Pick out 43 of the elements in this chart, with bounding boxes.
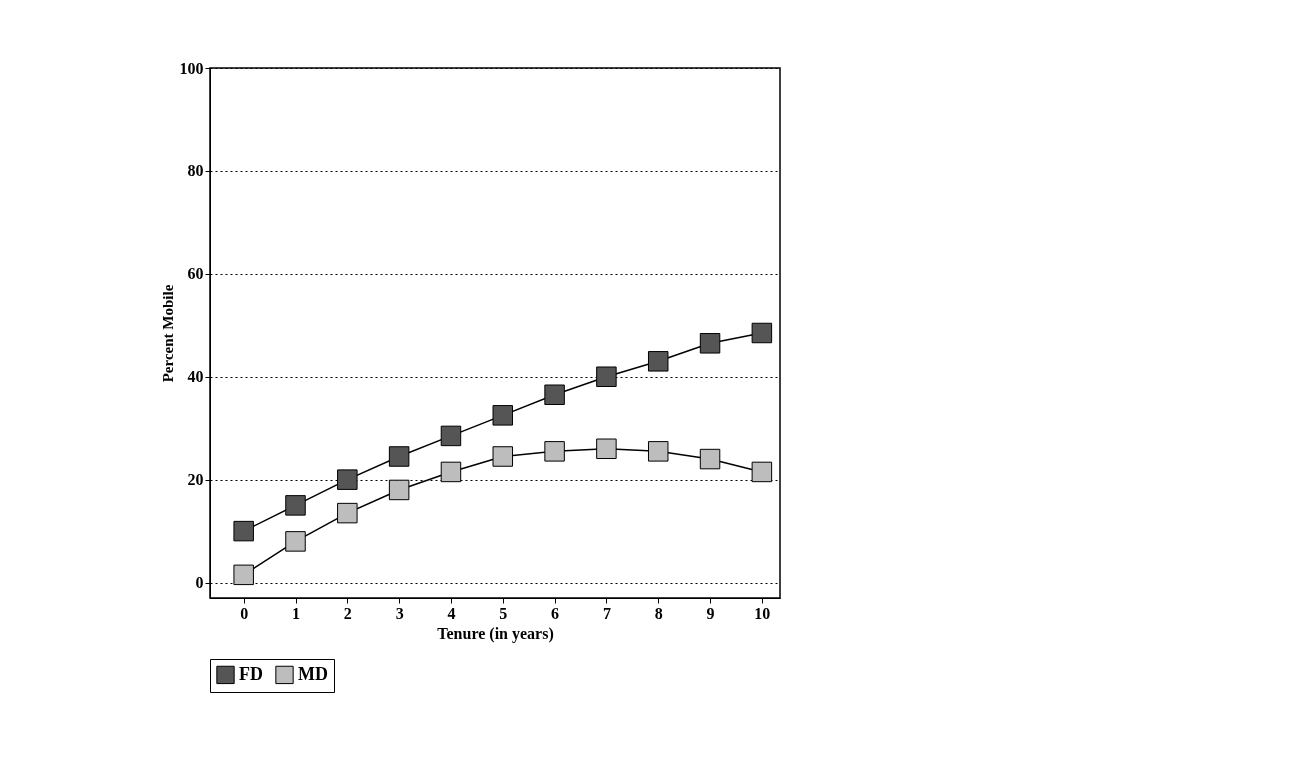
x-tick-label: 1	[292, 604, 300, 622]
x-tick-label: 2	[343, 604, 352, 622]
point	[492, 446, 514, 467]
x-axis-title: Tenure (in years)	[437, 624, 554, 643]
point	[285, 531, 306, 552]
point	[337, 469, 358, 490]
point	[233, 520, 254, 542]
point	[699, 448, 721, 470]
point	[751, 461, 773, 483]
point	[337, 502, 358, 524]
y-tick-label: 100	[179, 59, 204, 77]
x-tick-label: 3	[395, 604, 404, 622]
point	[596, 438, 617, 460]
point	[647, 441, 669, 462]
point	[388, 446, 410, 467]
point	[440, 425, 462, 447]
point	[751, 322, 773, 344]
x-tick-label: 10	[754, 604, 771, 622]
point	[388, 479, 410, 501]
point	[699, 333, 721, 354]
y-tick-label: 0	[195, 574, 204, 592]
x-tick-label: 7	[602, 604, 611, 622]
x-tick-label: 5	[499, 604, 508, 622]
y-tick-label: 60	[187, 265, 204, 283]
point	[596, 366, 617, 387]
y-tick-label: 20	[187, 471, 204, 489]
y-axis-title: Percent Mobile	[159, 284, 176, 383]
point	[233, 564, 254, 586]
point	[440, 461, 462, 483]
point	[544, 441, 565, 462]
y-tick-label: 80	[187, 162, 204, 180]
y-tick-label: 40	[187, 368, 204, 386]
x-tick-label: 8	[654, 604, 663, 622]
legend-label: FD	[239, 663, 263, 684]
x-tick-label: 9	[706, 604, 715, 622]
point	[647, 351, 669, 372]
x-tick-label: 0	[240, 604, 249, 622]
point	[492, 405, 514, 426]
x-tick-label: 6	[551, 604, 560, 622]
point	[285, 495, 306, 516]
legend-label: MD	[298, 663, 328, 684]
x-tick-label: 4	[447, 604, 456, 622]
point	[544, 384, 565, 405]
